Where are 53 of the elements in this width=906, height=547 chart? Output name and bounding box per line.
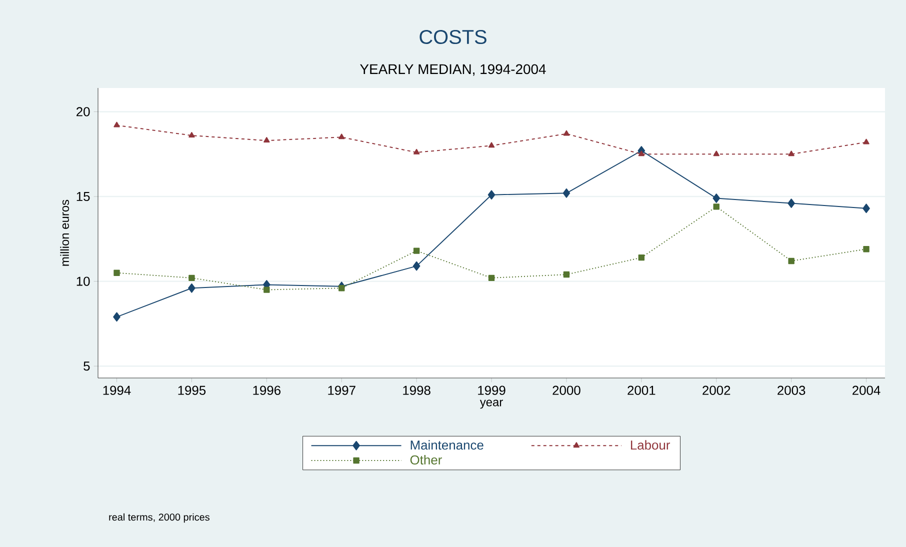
point [188, 274, 195, 282]
x-tick-label: 1997 [328, 386, 356, 395]
x-tick-label: 2004 [852, 386, 880, 395]
point [863, 246, 870, 252]
x-tick-label: 1994 [103, 386, 131, 395]
point [788, 150, 794, 156]
x-tick-label: 2003 [778, 386, 806, 395]
point [413, 248, 420, 254]
point [862, 204, 870, 214]
point [638, 150, 645, 156]
point [114, 270, 120, 276]
y-axis-title: million euros [60, 200, 69, 266]
y-tick-label: 10 [76, 276, 90, 286]
text: Other [410, 455, 442, 465]
point [264, 137, 270, 143]
point [488, 142, 495, 148]
point [563, 271, 570, 278]
point [114, 122, 120, 128]
x-tick-label: 2001 [628, 386, 656, 395]
point [188, 283, 196, 293]
point [563, 130, 570, 136]
x-tick-label: 1998 [403, 386, 430, 395]
y-tick-label: 5 [84, 362, 90, 371]
point [488, 274, 495, 282]
point [264, 286, 270, 293]
x-tick-label: 2002 [702, 386, 730, 395]
x-tick-label: 1996 [253, 386, 280, 395]
point [638, 254, 645, 261]
y-tick-label: 20 [76, 107, 90, 116]
point [788, 258, 794, 264]
point [788, 198, 795, 208]
point [338, 285, 345, 292]
point [713, 150, 720, 156]
x-tick-label: 1995 [178, 386, 206, 395]
point [188, 132, 195, 138]
x-tick-label: 2000 [552, 386, 580, 395]
point [712, 194, 720, 203]
point [412, 261, 420, 271]
y-tick-label: 15 [76, 192, 90, 202]
point [562, 188, 570, 198]
x-axis-title: year [480, 400, 503, 409]
point [413, 148, 420, 154]
point [113, 312, 120, 322]
point [488, 190, 496, 200]
chart-subtitle: YEARLY MEDIAN, 1994-2004 [360, 64, 546, 76]
text: Maintenance [410, 440, 484, 450]
text: real terms, 2000 prices [109, 513, 210, 523]
x-tick-label: 1999 [478, 386, 506, 395]
point [338, 134, 345, 140]
text: Labour [630, 440, 670, 450]
point [863, 138, 870, 144]
point [713, 204, 720, 210]
chart-title: COSTS [420, 30, 486, 44]
